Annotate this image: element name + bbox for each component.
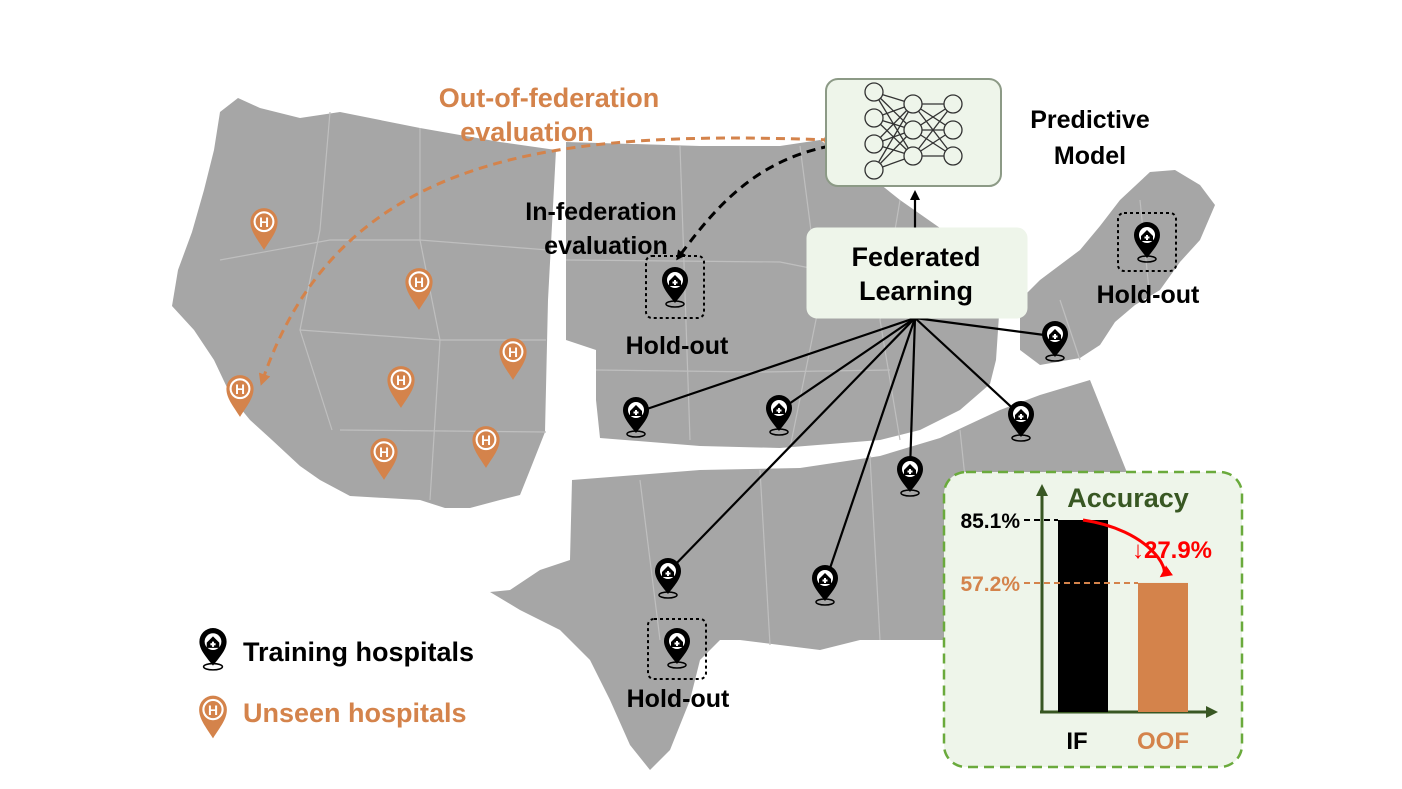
chart-category-label: IF <box>1066 728 1087 755</box>
federation-links <box>637 190 1053 581</box>
legend-unseen-label: Unseen hospitals <box>243 698 467 728</box>
nn-edge <box>873 103 914 171</box>
accuracy-chart: Accuracy IF 85.1% OOF 57.2% ↓27.9% <box>942 470 1244 769</box>
predictive-model-box <box>825 78 1002 187</box>
federated-learning-line1: Federated <box>851 242 980 272</box>
link-texas <box>669 317 916 571</box>
in-federation-label-line1: In-federation <box>525 198 676 226</box>
holdout-texas: Hold-out <box>627 618 730 713</box>
holdout-midwest: Hold-out <box>626 255 729 360</box>
neural-network-icon <box>864 82 963 180</box>
chart-bar-oof <box>1138 582 1188 712</box>
nn-node <box>864 108 884 128</box>
map-region-west <box>172 98 556 508</box>
link-missouri <box>779 317 916 411</box>
chart-bar-if <box>1058 520 1108 712</box>
link-kentucky <box>908 317 917 471</box>
legend-training-label: Training hospitals <box>243 637 474 667</box>
holdout-northeast-label: Hold-out <box>1097 281 1200 309</box>
federated-learning-box: Federated Learning <box>806 227 1028 319</box>
nn-edge <box>912 103 954 157</box>
predictive-model-label-line2: Model <box>1054 142 1126 170</box>
nn-node <box>943 120 963 140</box>
chart-category-label: OOF <box>1137 728 1189 755</box>
legend-training-icon <box>198 627 228 671</box>
legend: Training hospitals Unseen hospitals <box>197 627 474 740</box>
link-kansas <box>637 316 916 414</box>
link-pennsylvania <box>914 316 1053 338</box>
nn-node <box>864 82 884 102</box>
in-federation-arrow <box>676 144 831 261</box>
link-mississippi <box>824 317 917 581</box>
link-virginia <box>914 317 1021 416</box>
federated-learning-line2: Learning <box>859 276 973 306</box>
nn-node <box>903 120 923 140</box>
chart-drop-label: ↓27.9% <box>1132 537 1212 564</box>
out-of-federation-label-line2: evaluation <box>460 117 594 147</box>
out-of-federation-arrow <box>258 136 831 386</box>
legend-unseen-icon <box>197 694 229 740</box>
nn-node <box>943 146 963 166</box>
holdout-texas-label: Hold-out <box>627 685 730 713</box>
chart-value-label: 57.2% <box>960 573 1020 596</box>
out-of-federation-label-line1: Out-of-federation <box>439 83 659 113</box>
nn-node <box>903 146 923 166</box>
chart-title: Accuracy <box>1067 483 1189 513</box>
nn-node <box>903 94 923 114</box>
in-federation-label-line2: evaluation <box>544 232 668 260</box>
holdout-northeast: Hold-out <box>1097 212 1200 309</box>
predictive-model-label-line1: Predictive <box>1030 106 1150 134</box>
nn-node <box>864 134 884 154</box>
chart-value-label: 85.1% <box>960 510 1020 533</box>
nn-node <box>864 160 884 180</box>
holdout-midwest-label: Hold-out <box>626 332 729 360</box>
chart-drop-arrow <box>1082 518 1173 578</box>
nn-node <box>943 94 963 114</box>
